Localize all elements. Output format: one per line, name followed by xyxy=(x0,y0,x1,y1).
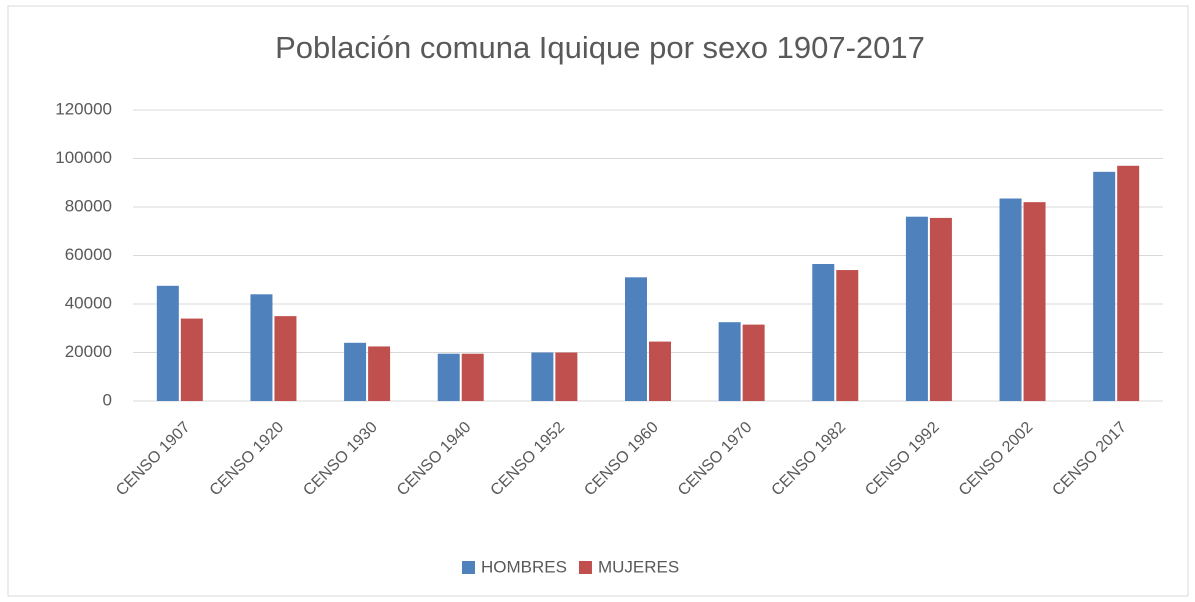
x-tick-label: CENSO 2002 xyxy=(956,419,1037,500)
bar xyxy=(368,346,391,401)
x-tick-label: CENSO 1992 xyxy=(862,419,943,500)
bar xyxy=(344,342,367,401)
x-tick-label: CENSO 1970 xyxy=(675,419,756,500)
legend-label: MUJERES xyxy=(598,557,679,576)
x-tick-label: CENSO 1960 xyxy=(581,419,662,500)
y-tick-label: 60000 xyxy=(65,245,112,264)
legend-swatch xyxy=(462,561,475,574)
bar xyxy=(625,277,647,401)
bar xyxy=(929,217,952,401)
x-tick-label: CENSO 1952 xyxy=(488,419,569,500)
x-tick-label: CENSO 1982 xyxy=(769,419,850,500)
bar xyxy=(742,324,765,401)
x-tick-label: CENSO 1920 xyxy=(207,419,288,500)
y-tick-label: 80000 xyxy=(65,196,112,215)
bar xyxy=(1023,202,1046,401)
bar xyxy=(836,270,859,401)
y-tick-label: 40000 xyxy=(65,293,112,312)
bar xyxy=(812,263,835,401)
bar xyxy=(1117,165,1140,401)
chart-title: Población comuna Iquique por sexo 1907-2… xyxy=(275,30,925,65)
y-tick-label: 100000 xyxy=(55,148,112,167)
x-tick-label: CENSO 2017 xyxy=(1049,419,1130,500)
chart-frame xyxy=(7,5,1189,597)
bar xyxy=(1093,171,1116,401)
y-tick-label: 120000 xyxy=(55,99,112,118)
x-tick-label: CENSO 1940 xyxy=(394,419,475,500)
y-tick-label: 0 xyxy=(103,390,112,409)
bar xyxy=(531,352,554,401)
bar xyxy=(555,352,578,401)
legend-label: HOMBRES xyxy=(481,557,567,576)
bar xyxy=(649,341,671,401)
x-tick-label: CENSO 1907 xyxy=(113,419,194,500)
bar xyxy=(718,322,741,401)
bar xyxy=(999,198,1022,401)
x-tick-label: CENSO 1930 xyxy=(300,419,381,500)
bar xyxy=(905,216,928,401)
bar xyxy=(461,353,484,401)
legend-swatch xyxy=(578,561,592,574)
bar xyxy=(180,318,203,401)
bar xyxy=(250,294,273,401)
bar xyxy=(437,353,460,401)
bar xyxy=(274,316,297,401)
y-tick-label: 20000 xyxy=(65,342,112,361)
bar xyxy=(156,285,179,401)
